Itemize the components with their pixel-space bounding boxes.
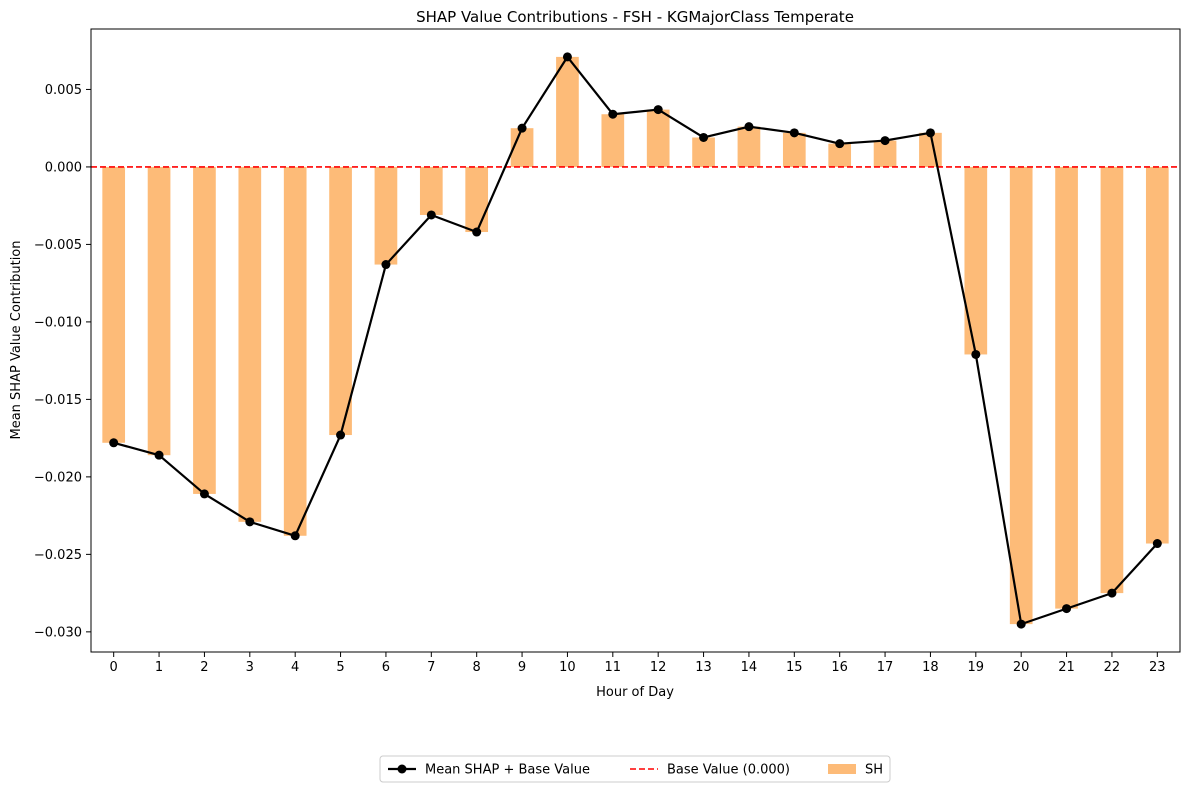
legend: Mean SHAP + Base Value Base Value (0.000)… — [379, 755, 891, 783]
x-tick-label: 7 — [427, 660, 435, 675]
line-point-hour-13 — [699, 132, 709, 142]
bar-hour-17 — [873, 140, 897, 167]
y-axis-ticks: 0.005 0.000 −0.005 −0.010 −0.015 −0.020 −0.025… — [34, 83, 91, 640]
x-tick-label: 9 — [518, 660, 526, 675]
line-point-hour-12 — [653, 105, 663, 115]
line-point-hour-15 — [789, 128, 799, 138]
line-point-hour-2 — [199, 489, 209, 499]
bar-hour-11 — [601, 114, 625, 167]
line-point-hour-22 — [1107, 588, 1117, 598]
bar-hour-23 — [1145, 166, 1169, 544]
mean-shap-polyline — [113, 55, 1159, 626]
bar-hour-16 — [828, 143, 852, 167]
legend-label: Mean SHAP + Base Value — [425, 763, 590, 778]
x-tick-label: 23 — [1149, 660, 1166, 675]
bar-hour-5 — [329, 166, 352, 436]
line-point-hour-9 — [517, 123, 527, 133]
bar-hour-3 — [238, 166, 262, 522]
line-point-hour-10 — [562, 52, 572, 62]
bar-hour-0 — [102, 166, 126, 443]
x-tick-label: 13 — [695, 660, 712, 675]
legend-label: SH — [865, 763, 883, 778]
x-tick-label: 14 — [741, 660, 758, 675]
line-point-hour-8 — [472, 227, 482, 237]
x-tick-label: 5 — [336, 660, 344, 675]
x-tick-label: 21 — [1058, 660, 1075, 675]
x-tick-label: 10 — [559, 660, 576, 675]
x-tick-label: 3 — [246, 660, 254, 675]
mean-shap-line — [109, 52, 1162, 629]
line-point-hour-0 — [109, 438, 119, 448]
y-tick-label: 0.000 — [45, 160, 82, 175]
x-tick-label: 1 — [155, 660, 163, 675]
legend-label: Base Value (0.000) — [667, 763, 790, 778]
line-point-hour-17 — [880, 136, 890, 146]
x-axis-ticks: 0 1 2 3 4 5 6 7 8 9 10 11 12 13 14 15 16 17 18 19 20 21 22 23 — [110, 652, 1166, 675]
bar-hour-21 — [1055, 166, 1078, 609]
x-tick-label: 4 — [291, 660, 299, 675]
line-point-hour-4 — [290, 531, 300, 541]
bar-hour-7 — [419, 166, 443, 215]
x-tick-label: 11 — [605, 660, 622, 675]
bar-series — [102, 56, 1169, 625]
y-tick-label: −0.010 — [34, 315, 82, 330]
bar-hour-9 — [510, 128, 534, 167]
x-tick-label: 8 — [473, 660, 481, 675]
plot-frame — [90, 28, 1181, 653]
line-point-hour-6 — [381, 260, 391, 270]
line-point-hour-23 — [1152, 539, 1162, 549]
y-tick-label: −0.030 — [34, 625, 82, 640]
bar-hour-19 — [964, 166, 988, 355]
x-tick-label: 18 — [922, 660, 939, 675]
bar-hour-10 — [556, 56, 579, 167]
line-point-hour-11 — [608, 109, 618, 119]
y-tick-label: −0.015 — [34, 393, 82, 408]
x-tick-label: 16 — [831, 660, 848, 675]
x-tick-label: 22 — [1104, 660, 1121, 675]
line-point-hour-14 — [744, 122, 754, 132]
x-tick-label: 0 — [110, 660, 118, 675]
bar-hour-2 — [193, 166, 216, 494]
bar-hour-6 — [374, 166, 398, 265]
line-point-hour-7 — [426, 210, 436, 220]
x-tick-label: 12 — [650, 660, 667, 675]
y-tick-label: −0.005 — [34, 238, 82, 253]
bar-hour-20 — [1009, 166, 1033, 625]
line-point-hour-20 — [1016, 619, 1026, 629]
x-tick-label: 20 — [1013, 660, 1030, 675]
x-axis-label: Hour of Day — [596, 685, 674, 700]
x-tick-label: 17 — [877, 660, 894, 675]
bar-hour-22 — [1100, 166, 1124, 594]
y-tick-label: 0.005 — [45, 83, 82, 98]
x-tick-label: 19 — [968, 660, 985, 675]
bar-hour-12 — [646, 109, 670, 167]
line-point-hour-3 — [245, 517, 255, 527]
x-tick-label: 15 — [786, 660, 803, 675]
line-point-hour-19 — [971, 349, 981, 359]
legend-marker-swatch — [397, 764, 407, 774]
line-point-hour-18 — [925, 128, 935, 138]
y-tick-label: −0.025 — [34, 548, 82, 563]
line-point-hour-5 — [336, 430, 346, 440]
bar-hour-14 — [737, 126, 761, 167]
bar-hour-1 — [147, 166, 171, 456]
plot-area: 0 1 2 3 4 5 6 7 8 9 10 11 12 13 14 15 16 17 18 19 20 21 22 23 0… — [34, 28, 1181, 675]
line-point-hour-16 — [835, 139, 845, 149]
bar-hour-4 — [283, 166, 307, 536]
y-axis-label: Mean SHAP Value Contribution — [9, 241, 24, 440]
x-tick-label: 2 — [200, 660, 208, 675]
bar-hour-8 — [465, 166, 489, 233]
legend-patch-swatch — [828, 764, 856, 774]
chart-title: SHAP Value Contributions - FSH - KGMajor… — [416, 8, 854, 26]
x-tick-label: 6 — [382, 660, 390, 675]
bar-hour-13 — [692, 137, 715, 167]
line-point-hour-1 — [154, 450, 164, 460]
y-tick-label: −0.020 — [34, 470, 82, 485]
line-point-hour-21 — [1062, 604, 1072, 614]
bar-hour-15 — [782, 132, 806, 167]
